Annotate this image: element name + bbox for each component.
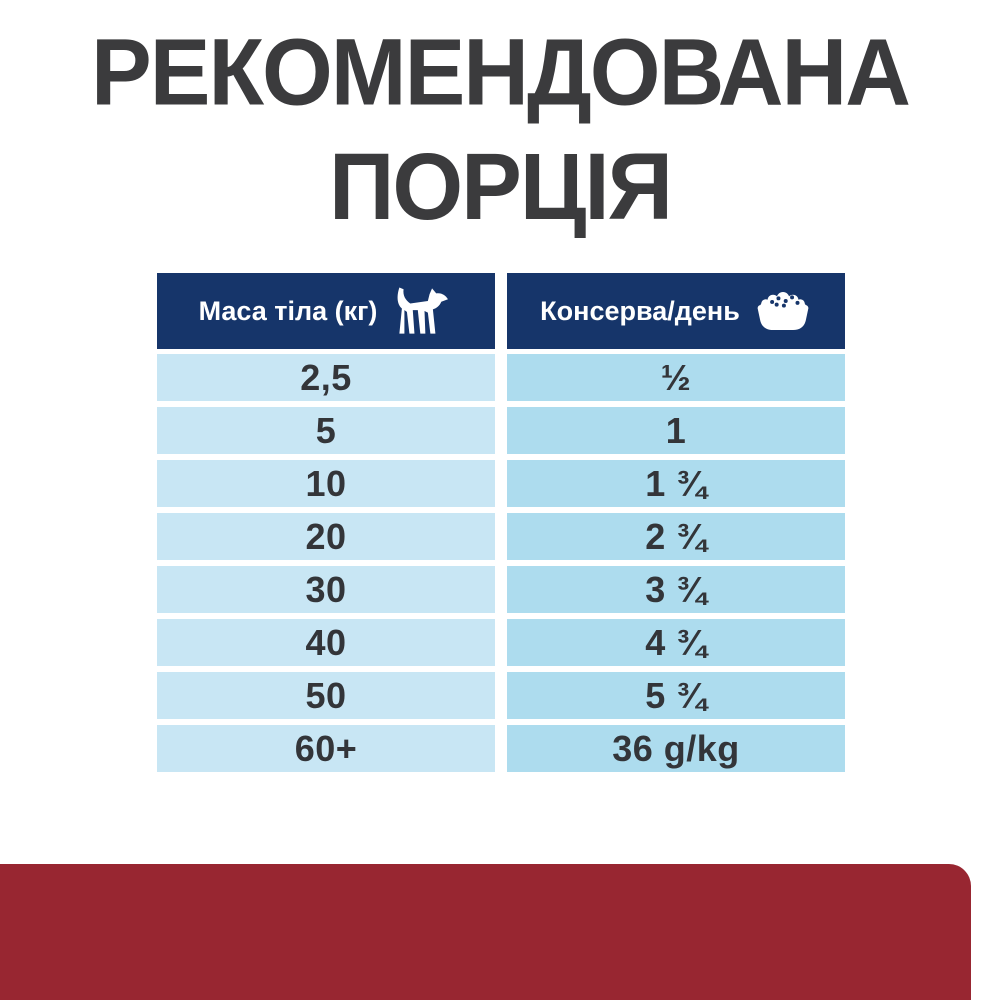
page-title-line2: ПОРЦІЯ bbox=[328, 134, 673, 240]
table-row: 60+ 36 g/kg bbox=[157, 725, 845, 772]
table-row: 10 1 ¾ bbox=[157, 460, 845, 507]
page-title: РЕКОМЕНДОВАНА ПОРЦІЯ bbox=[0, 16, 1000, 245]
weight-cell: 10 bbox=[157, 460, 495, 507]
table-row: 40 4 ¾ bbox=[157, 619, 845, 666]
weight-cell: 20 bbox=[157, 513, 495, 560]
bottom-accent-band bbox=[0, 864, 971, 1000]
table-row: 5 1 bbox=[157, 407, 845, 454]
weight-cell: 50 bbox=[157, 672, 495, 719]
table-row: 20 2 ¾ bbox=[157, 513, 845, 560]
portion-cell: 1 bbox=[507, 407, 845, 454]
weight-cell: 30 bbox=[157, 566, 495, 613]
portion-cell: 5 ¾ bbox=[507, 672, 845, 719]
portion-cell: 1 ¾ bbox=[507, 460, 845, 507]
header-body-weight-label: Маса тіла (кг) bbox=[198, 295, 378, 326]
page-title-line1: РЕКОМЕНДОВАНА bbox=[91, 20, 911, 126]
portion-cell: 3 ¾ bbox=[507, 566, 845, 613]
table-row: 50 5 ¾ bbox=[157, 672, 845, 719]
portion-cell: 4 ¾ bbox=[507, 619, 845, 666]
header-cans-per-day-label: Консерва/день bbox=[540, 295, 740, 326]
feeding-table: Маса тіла (кг) Консерва/день bbox=[157, 273, 845, 778]
header-cans-per-day: Консерва/день bbox=[507, 273, 845, 349]
food-bowl-icon bbox=[754, 290, 812, 332]
header-body-weight: Маса тіла (кг) bbox=[157, 273, 495, 349]
table-header-row: Маса тіла (кг) Консерва/день bbox=[157, 273, 845, 349]
portion-cell: ½ bbox=[507, 354, 845, 401]
weight-cell: 60+ bbox=[157, 725, 495, 772]
weight-cell: 40 bbox=[157, 619, 495, 666]
table-row: 30 3 ¾ bbox=[157, 566, 845, 613]
weight-cell: 2,5 bbox=[157, 354, 495, 401]
dog-icon bbox=[391, 286, 453, 336]
weight-cell: 5 bbox=[157, 407, 495, 454]
table-row: 2,5 ½ bbox=[157, 354, 845, 401]
portion-cell: 36 g/kg bbox=[507, 725, 845, 772]
portion-cell: 2 ¾ bbox=[507, 513, 845, 560]
